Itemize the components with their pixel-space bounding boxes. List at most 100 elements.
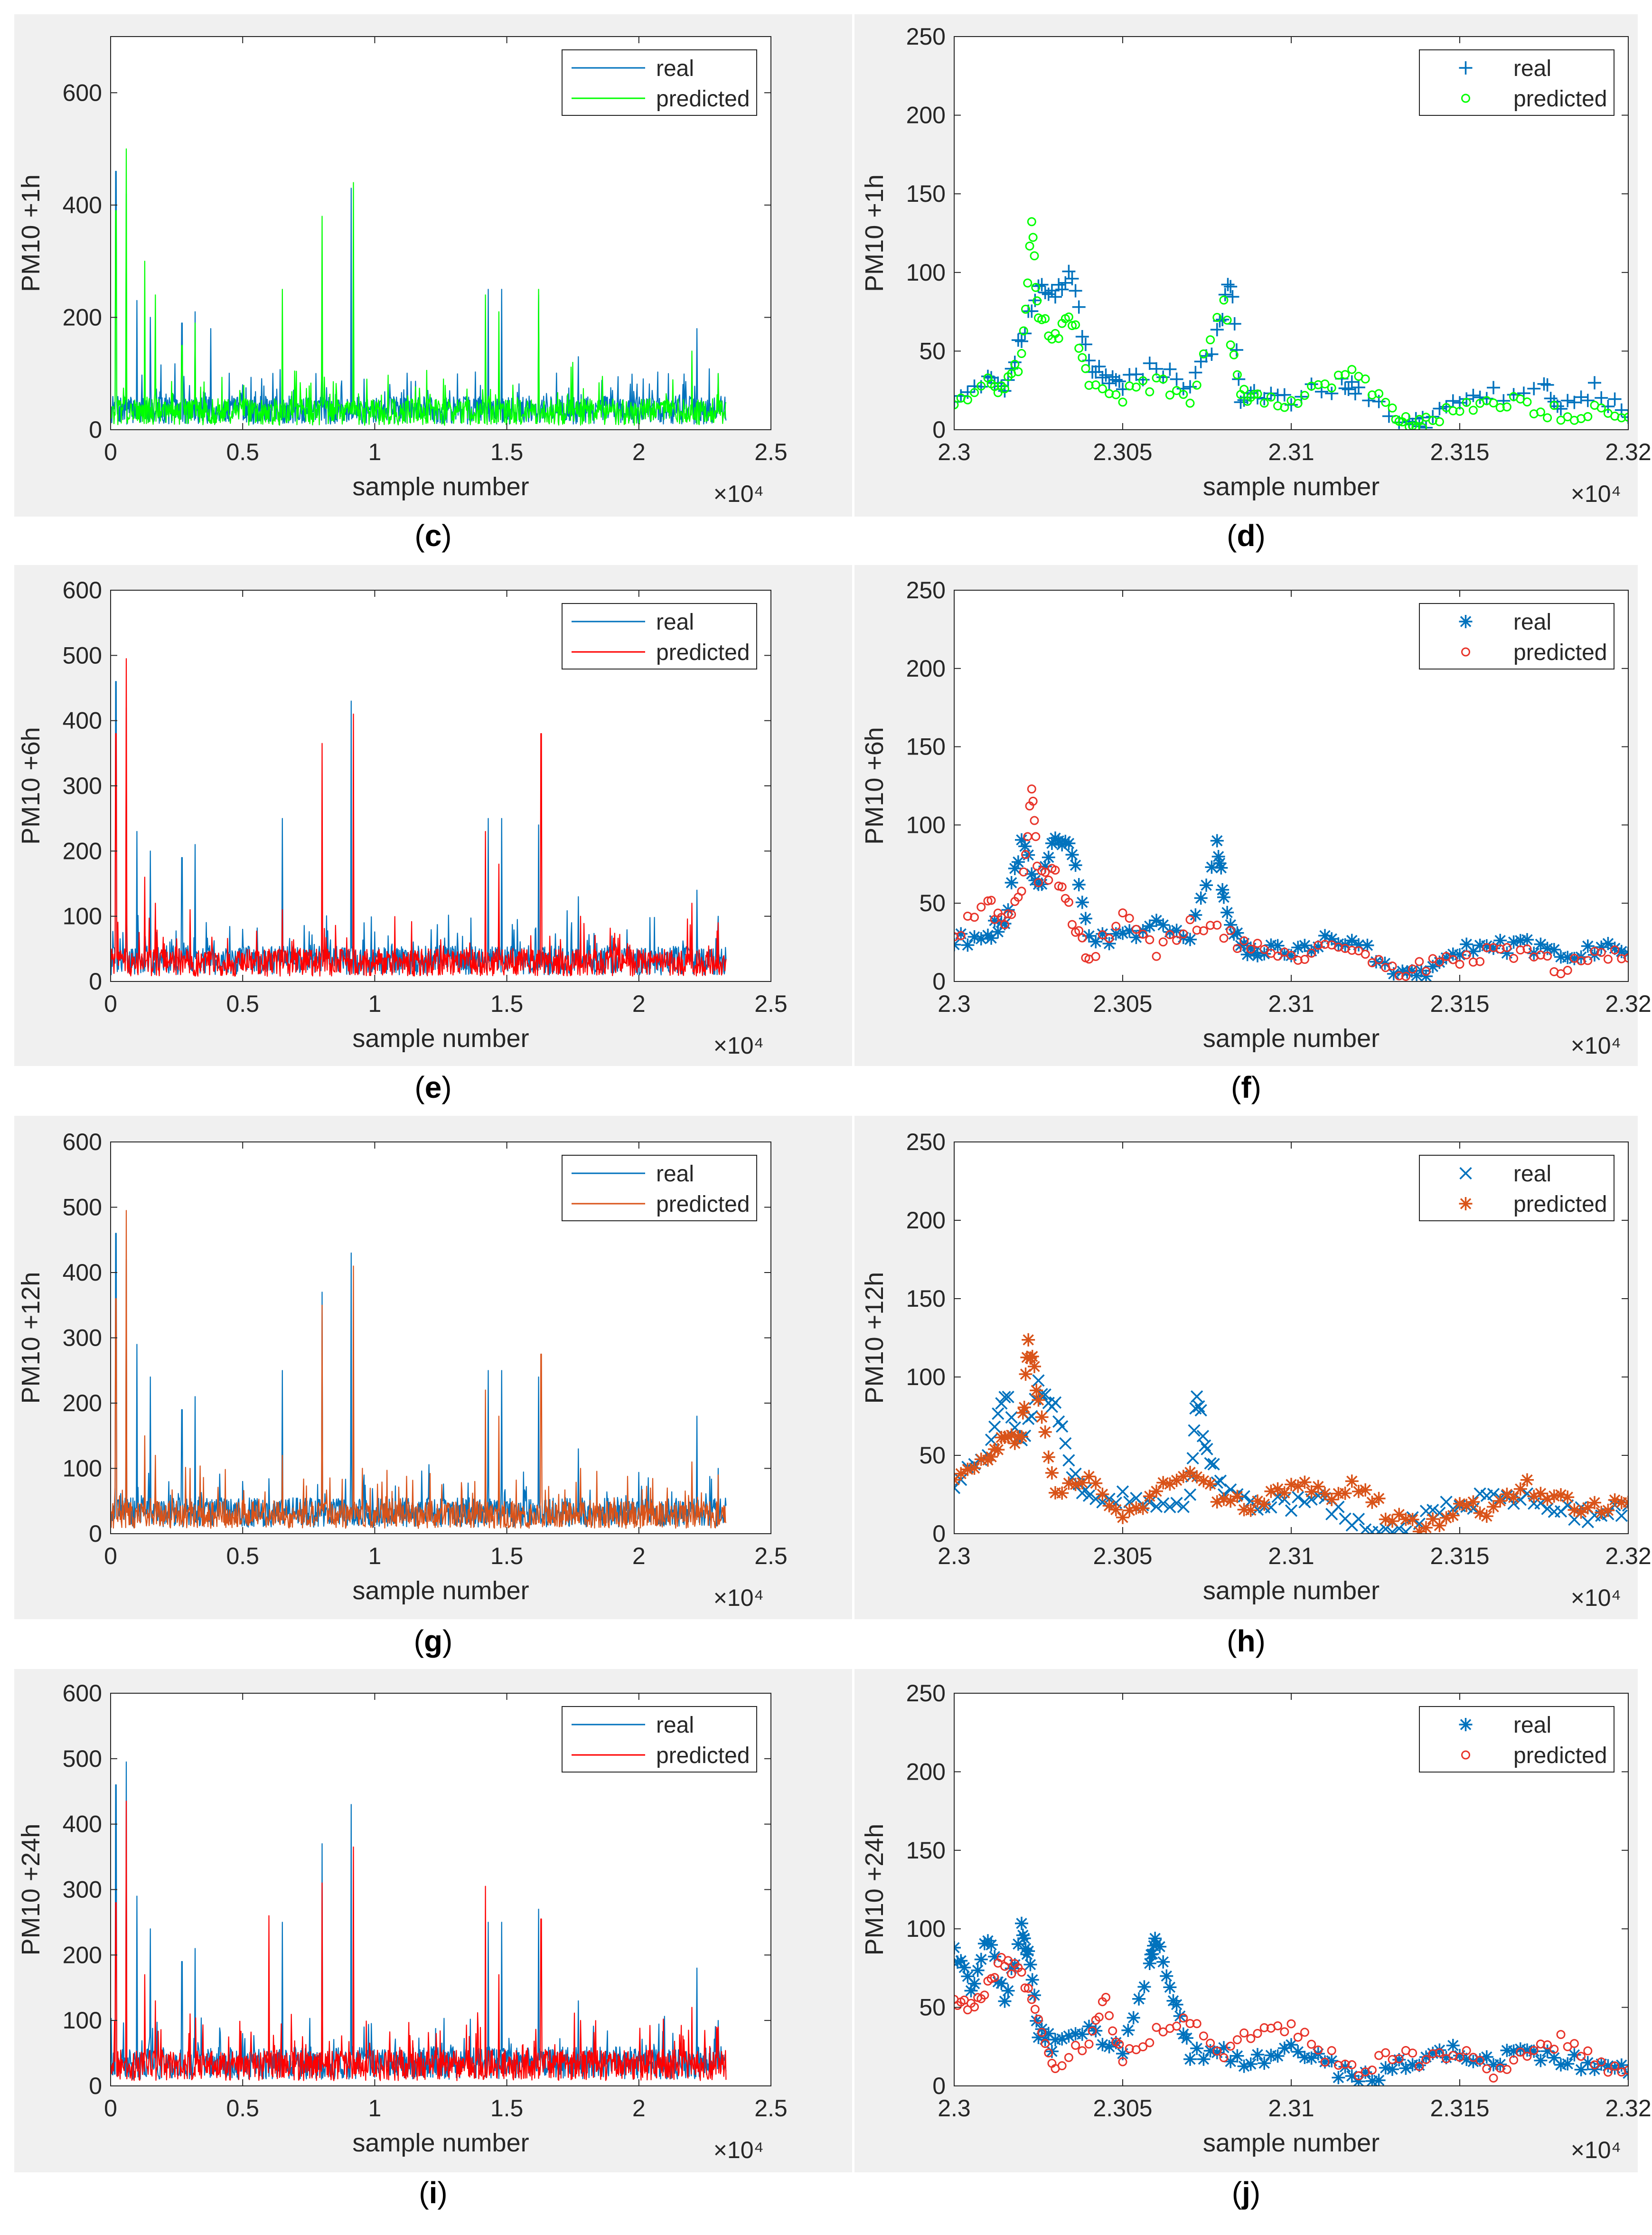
x-tick-label: 2	[632, 439, 646, 465]
point-predicted	[1049, 1486, 1062, 1499]
point-real	[1433, 402, 1446, 415]
y-tick-label: 50	[919, 338, 946, 364]
panel-label-letter: f	[1241, 1070, 1251, 1104]
point-real	[1205, 860, 1219, 874]
point-predicted	[1098, 930, 1107, 940]
point-real	[1387, 967, 1400, 981]
point-predicted	[1118, 397, 1127, 407]
point-real	[1298, 2050, 1312, 2064]
point-predicted	[1192, 380, 1201, 390]
point-real	[1042, 2027, 1055, 2040]
point-real	[1305, 944, 1318, 958]
point-predicted	[1468, 957, 1478, 967]
point-real	[1372, 2074, 1386, 2086]
x-tick-label: 2.5	[754, 990, 788, 1017]
legend-label-predicted: predicted	[1513, 1743, 1607, 1768]
point-real	[1015, 833, 1028, 847]
point-real	[1183, 933, 1197, 946]
point-predicted	[1185, 398, 1195, 408]
point-real	[1415, 964, 1428, 978]
point-real	[1025, 1973, 1039, 1987]
point-real	[1325, 932, 1339, 946]
point-predicted	[1435, 417, 1444, 426]
point-predicted	[1475, 2056, 1485, 2065]
point-predicted	[1482, 943, 1492, 952]
legend-swatch-real	[1459, 1167, 1472, 1180]
x-tick-label: 2	[632, 2095, 646, 2122]
point-predicted	[1229, 350, 1239, 359]
point-real	[1487, 381, 1500, 395]
point-predicted	[1027, 1995, 1036, 2004]
point-real	[957, 1961, 971, 1974]
panel-label: (e)	[414, 1070, 451, 1104]
point-real	[1004, 876, 1018, 889]
point-predicted	[1020, 1983, 1030, 1993]
point-predicted	[1206, 335, 1215, 345]
point-predicted	[1388, 2055, 1397, 2064]
x-tick-label: 2.3	[938, 990, 971, 1017]
y-tick-label: 200	[906, 102, 946, 129]
point-predicted	[1273, 2021, 1283, 2030]
point-predicted	[1232, 943, 1242, 953]
point-real	[1059, 835, 1072, 849]
legend-swatch-predicted	[1461, 647, 1470, 657]
point-real	[1574, 390, 1588, 404]
chart-panel-d: 2.3 2.305 2.31 2.315 2.32 0 50 100 150 200 250 samp…	[854, 14, 1652, 517]
y-tick-label: 50	[919, 1994, 946, 2021]
y-tick-label: 600	[63, 1129, 102, 1155]
panel-label: (d)	[1227, 519, 1266, 553]
x-tick-label: 1	[368, 2095, 381, 2122]
legend: real predicted	[562, 1155, 757, 1221]
point-real	[1419, 970, 1433, 981]
point-predicted	[1042, 1450, 1055, 1464]
point-real	[1251, 949, 1264, 962]
point-real	[1023, 1958, 1037, 1971]
point-real	[991, 925, 1005, 939]
point-real	[1200, 878, 1213, 892]
point-predicted	[1561, 1490, 1575, 1504]
point-predicted	[1583, 412, 1593, 421]
point-predicted	[1493, 1494, 1507, 1508]
point-predicted	[1293, 955, 1303, 965]
x-exponent-label: ×10⁴	[1571, 481, 1621, 507]
point-predicted	[1293, 399, 1303, 408]
legend-swatch-real	[1459, 1718, 1473, 1731]
point-predicted	[1624, 2065, 1628, 2075]
x-tick-label: 2.32	[1605, 2095, 1651, 2122]
point-predicted	[1617, 954, 1626, 963]
point-predicted	[1412, 1525, 1426, 1534]
point-predicted	[1179, 390, 1188, 399]
x-axis-label: sample number	[1203, 2129, 1380, 2157]
point-predicted	[1019, 1367, 1032, 1381]
point-predicted	[1418, 423, 1427, 430]
y-tick-label: 500	[63, 1194, 102, 1221]
point-real	[1338, 2060, 1352, 2074]
point-real	[1460, 2053, 1474, 2066]
point-real	[1145, 1947, 1159, 1961]
point-real	[1008, 1958, 1022, 1971]
point-predicted	[1509, 953, 1519, 963]
x-exponent-label: ×10⁴	[1571, 1032, 1621, 1059]
point-predicted	[1051, 866, 1060, 875]
point-predicted	[1280, 2027, 1289, 2037]
x-exponent-label: ×10⁴	[713, 481, 764, 507]
y-tick-label: 250	[906, 577, 946, 604]
legend-marker-real	[1459, 1167, 1472, 1180]
panel-label-letter: d	[1237, 519, 1255, 553]
point-predicted	[1108, 2026, 1117, 2036]
point-predicted	[1455, 406, 1464, 416]
point-predicted	[1096, 1488, 1109, 1501]
legend: real predicted	[1419, 49, 1614, 116]
point-predicted	[1448, 955, 1458, 964]
point-predicted	[1394, 971, 1404, 981]
point-real	[1102, 377, 1116, 390]
x-axis-label: sample number	[1203, 472, 1380, 501]
point-real	[1480, 392, 1493, 406]
series-points-predicted	[954, 1333, 1628, 1534]
point-predicted	[1489, 398, 1498, 408]
point-predicted	[983, 896, 993, 905]
point-real	[1285, 949, 1298, 962]
point-real	[1129, 368, 1143, 381]
point-real	[1116, 926, 1129, 940]
x-axis-label: sample number	[352, 2129, 529, 2157]
